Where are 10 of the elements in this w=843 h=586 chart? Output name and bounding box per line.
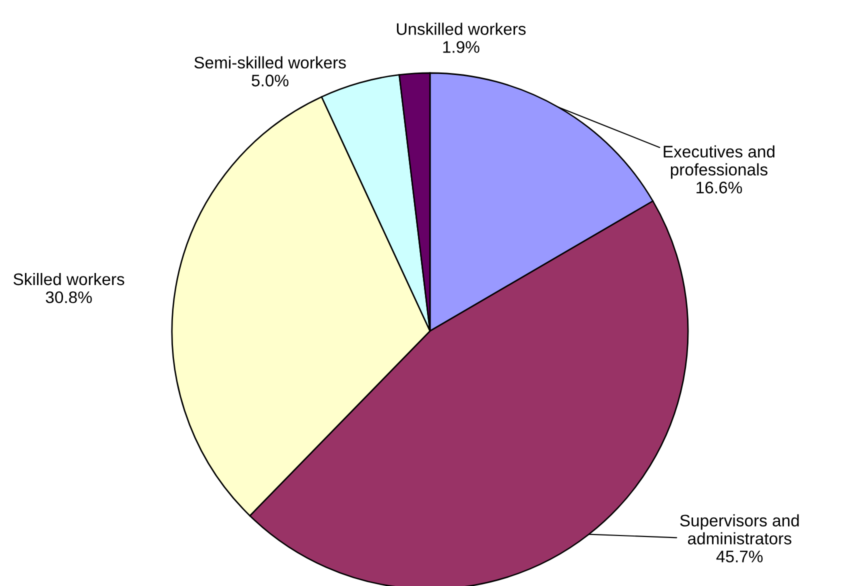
data-label: 1.9% bbox=[443, 41, 480, 53]
slice-label: Executives and professionals bbox=[664, 145, 774, 179]
slice-label: Skilled workers bbox=[14, 272, 124, 286]
slice-label: Unskilled workers bbox=[396, 22, 526, 35]
slice-label: Supervisors and administrators bbox=[680, 514, 799, 544]
data-label: 16.6% bbox=[696, 182, 742, 194]
data-label: 45.7% bbox=[716, 550, 763, 562]
slice-label: Semi-skilled workers bbox=[194, 56, 346, 68]
data-label: 30.8% bbox=[46, 291, 92, 304]
data-label: 5.0% bbox=[252, 74, 288, 86]
